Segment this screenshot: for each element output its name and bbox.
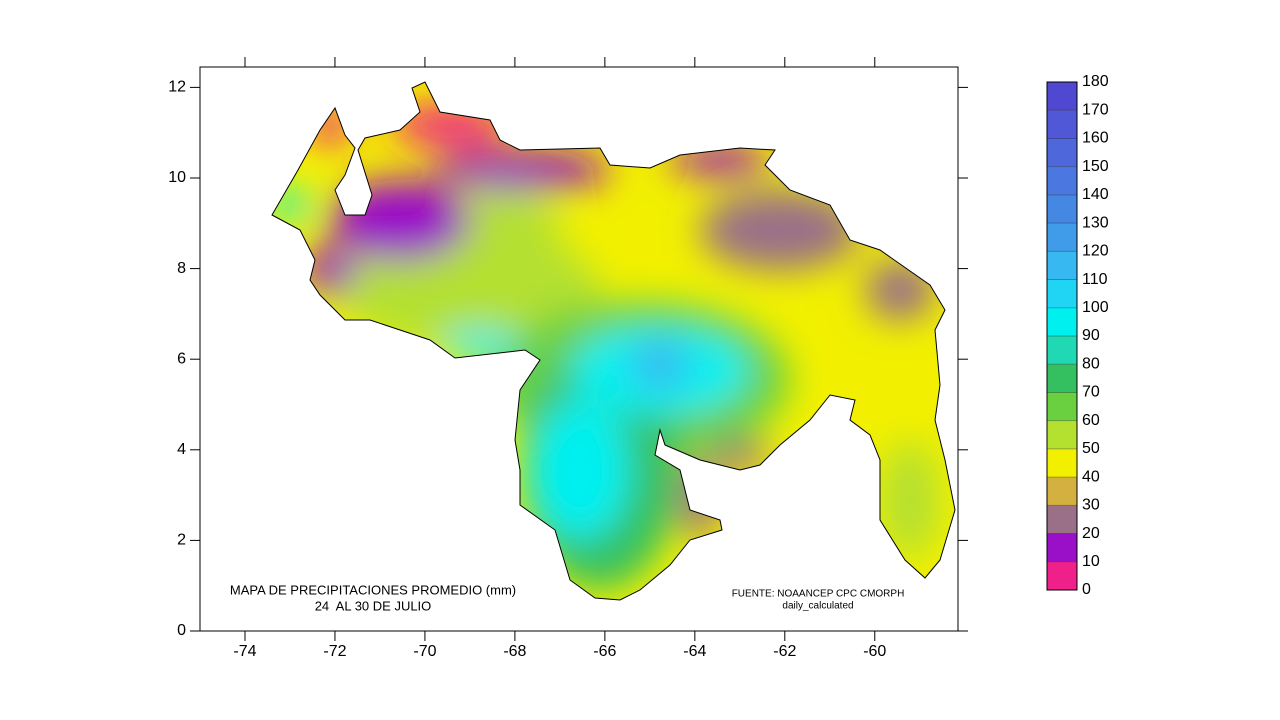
colorbar-label: 20: [1082, 525, 1100, 542]
colorbar-band: [1047, 194, 1077, 224]
colorbar-label: 170: [1082, 101, 1109, 118]
precipitation-field: [272, 82, 955, 600]
colorbar-label: 0: [1082, 581, 1091, 598]
colorbar-band: [1047, 82, 1077, 111]
field-blob: [430, 150, 610, 190]
colorbar-band: [1047, 477, 1077, 506]
colorbar-band: [1047, 561, 1077, 590]
y-tick-label: 6: [177, 350, 186, 367]
colorbar-band: [1047, 251, 1077, 280]
field-blob: [680, 460, 720, 540]
source-note: daily_calculated: [782, 601, 853, 612]
colorbar-band: [1047, 307, 1077, 336]
field-blob: [272, 190, 310, 220]
colorbar-band: [1047, 420, 1077, 449]
x-tick-label: -68: [503, 643, 526, 660]
colorbar-label: 50: [1082, 440, 1100, 457]
colorbar-label: 30: [1082, 497, 1100, 514]
field-blob: [630, 340, 690, 390]
colorbar-band: [1047, 505, 1077, 534]
y-tick-label: 8: [177, 260, 186, 277]
field-blob: [305, 245, 355, 295]
colorbar-label: 150: [1082, 158, 1109, 175]
colorbar-band: [1047, 110, 1077, 139]
colorbar-label: 110: [1082, 271, 1108, 288]
colorbar-band: [1047, 138, 1077, 167]
colorbar-frame: [1046, 81, 1078, 591]
map-subtitle: 24 AL 30 DE JULIO: [315, 598, 432, 613]
colorbar-label: 70: [1082, 384, 1100, 401]
x-tick-label: -62: [773, 643, 796, 660]
x-tick-label: -72: [323, 643, 346, 660]
colorbar-label: 160: [1082, 130, 1109, 147]
colorbar-label: 120: [1082, 243, 1109, 260]
colorbar-band: [1047, 533, 1077, 562]
colorbar-label: 130: [1082, 214, 1109, 231]
colorbar-band: [1047, 279, 1077, 308]
field-blob: [670, 145, 770, 175]
field-blob: [530, 400, 630, 540]
colorbar-label: 10: [1082, 553, 1100, 570]
colorbar-band: [1047, 392, 1077, 421]
colorbar-label: 140: [1082, 186, 1109, 203]
plot-frame: [199, 66, 959, 632]
colorbar-band: [1047, 364, 1077, 393]
colorbar-label: 100: [1082, 299, 1109, 316]
colorbar-label: 90: [1082, 327, 1100, 344]
colorbar-band: [1047, 166, 1077, 195]
field-blob: [880, 440, 940, 560]
colorbar-label: 180: [1082, 73, 1109, 90]
colorbar-band: [1047, 223, 1077, 252]
colorbar-label: 60: [1082, 412, 1100, 429]
x-tick-label: -66: [593, 643, 616, 660]
colorbar-label: 40: [1082, 468, 1100, 485]
y-tick-label: 10: [168, 169, 186, 186]
y-tick-label: 0: [177, 622, 186, 639]
field-blob: [700, 190, 860, 270]
x-tick-label: -74: [233, 643, 256, 660]
colorbar-label: 80: [1082, 355, 1100, 372]
source-note: FUENTE: NOAANCEP CPC CMORPH: [732, 589, 905, 600]
field-blob: [865, 260, 935, 320]
field-blob: [330, 180, 470, 260]
x-tick-label: -60: [863, 643, 886, 660]
x-tick-label: -64: [683, 643, 706, 660]
colorbar-band: [1047, 448, 1077, 478]
map-title: MAPA DE PRECIPITACIONES PROMEDIO (mm): [230, 582, 516, 597]
x-tick-label: -70: [413, 643, 436, 660]
y-tick-label: 12: [168, 79, 186, 96]
y-tick-label: 4: [177, 441, 186, 458]
colorbar-band: [1047, 336, 1077, 365]
field-blob: [710, 440, 770, 470]
y-tick-label: 2: [177, 532, 186, 549]
field-blob: [310, 105, 350, 145]
field-blob: [440, 190, 560, 270]
